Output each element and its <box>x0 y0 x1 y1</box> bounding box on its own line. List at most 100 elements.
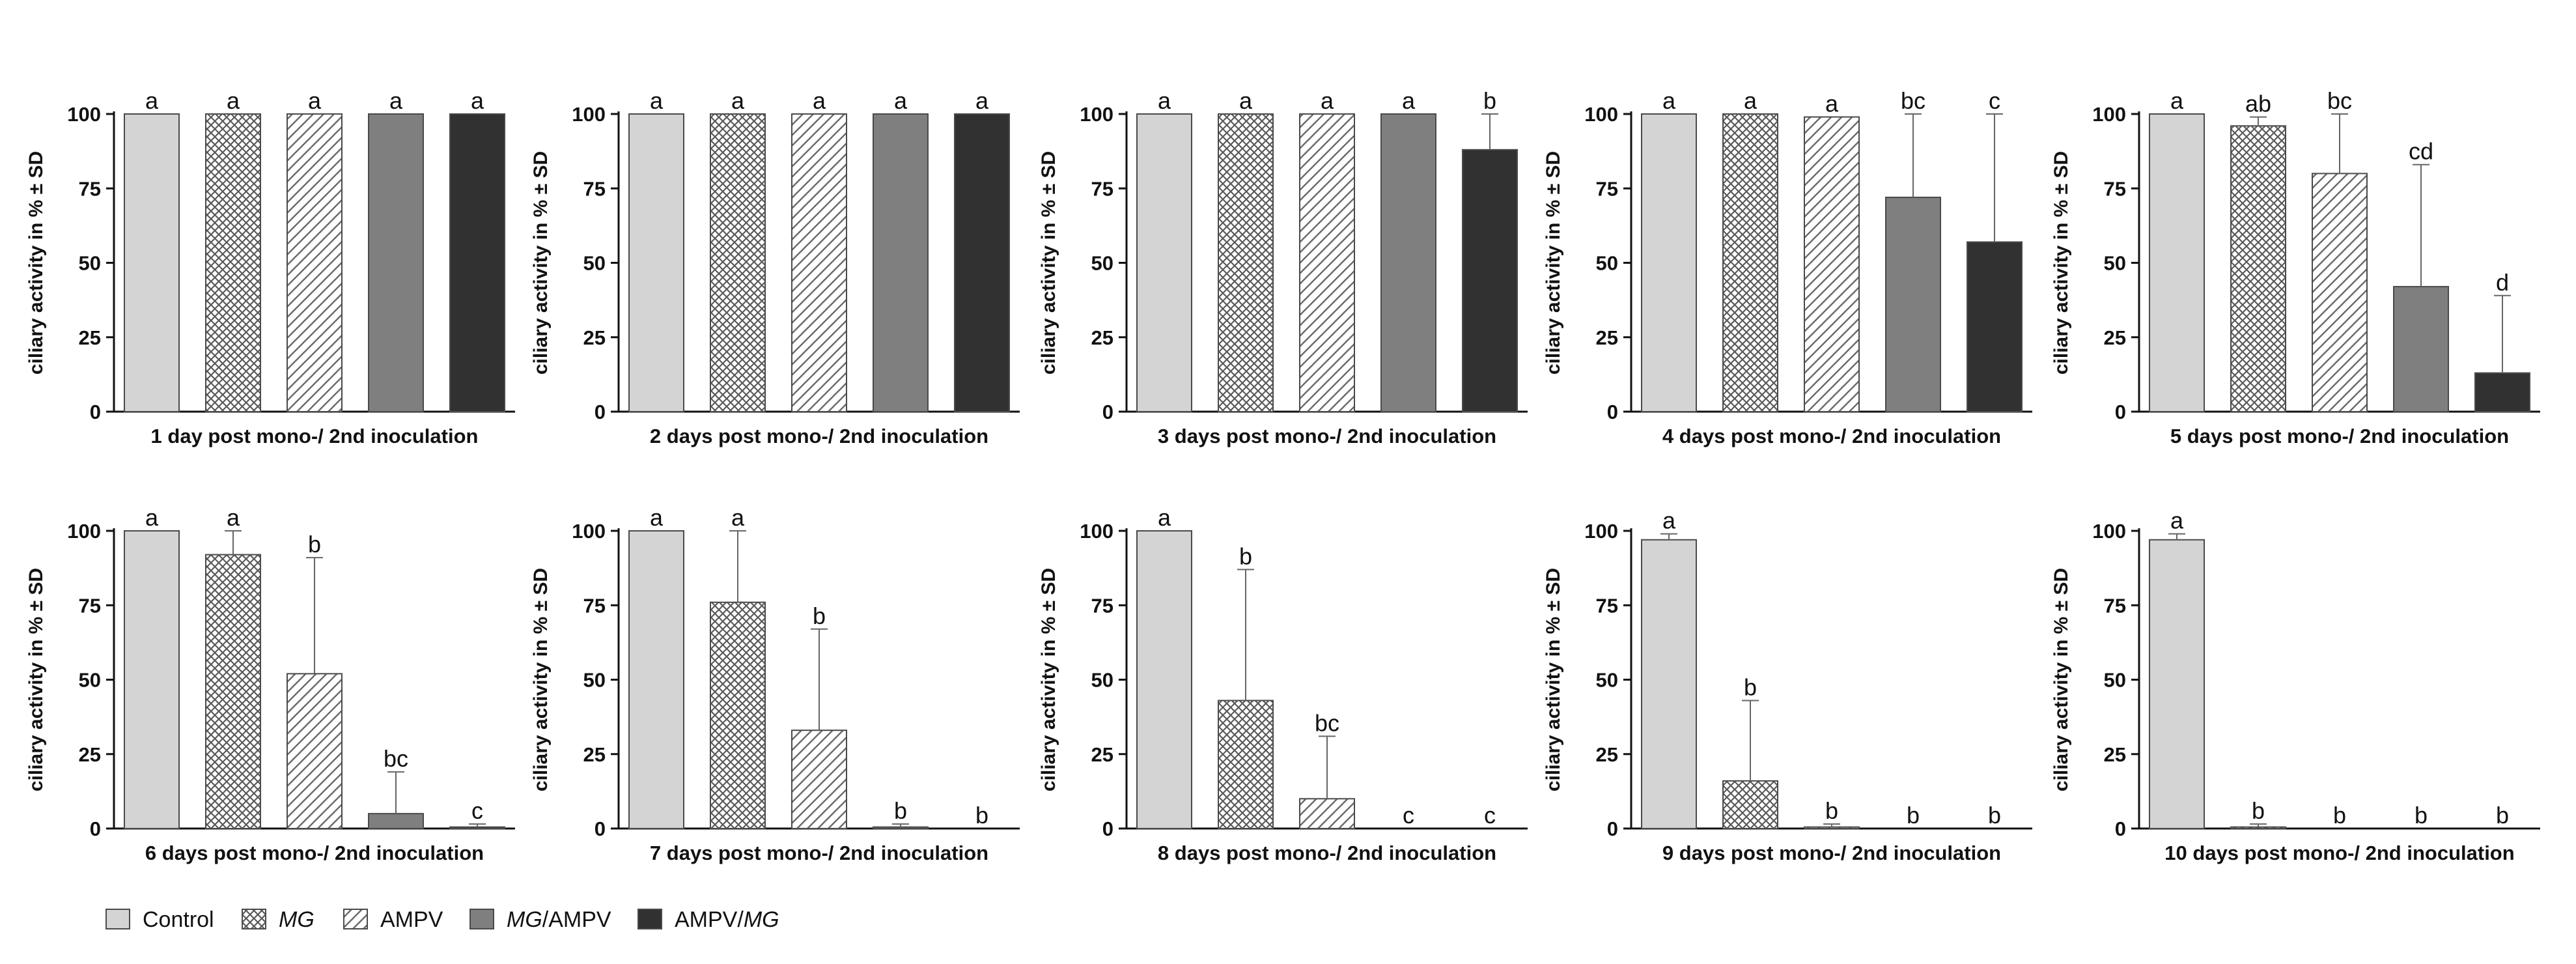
y-axis-title: ciliary activity in % ± SD <box>1038 568 1059 791</box>
significance-letter: a <box>1662 507 1676 534</box>
bar-mg-ampv <box>1380 113 1436 412</box>
y-tick-label: 25 <box>79 743 101 766</box>
legend-label: Control <box>143 907 214 932</box>
legend-label-part: AMPV <box>380 907 443 932</box>
bar-ampv <box>287 673 343 829</box>
y-tick-label: 75 <box>583 177 606 200</box>
significance-letter: bc <box>384 745 408 772</box>
legend-swatch <box>469 909 494 929</box>
significance-letter: a <box>1158 504 1171 531</box>
legend-label: MG/AMPV <box>507 907 611 932</box>
y-tick-label: 75 <box>1091 594 1113 617</box>
y-tick-label: 50 <box>79 252 101 275</box>
y-tick-label: 75 <box>583 594 606 617</box>
panel-day-8: ciliary activity in % ± SD 0 25 50 75 100 a b bc… <box>1038 504 1528 864</box>
y-tick-label: 50 <box>79 669 101 692</box>
significance-letter: c <box>471 797 483 824</box>
bar-control <box>2149 113 2205 412</box>
y-tick-label: 25 <box>1091 326 1113 349</box>
x-axis-title: 4 days post mono-/ 2nd inoculation <box>1662 425 2001 447</box>
significance-letter: a <box>731 504 745 531</box>
legend-label: AMPV/MG <box>675 907 779 932</box>
significance-letter: b <box>894 797 907 824</box>
bar-ampv <box>1804 826 1860 829</box>
y-tick-label: 50 <box>1091 669 1113 692</box>
y-tick-label: 25 <box>583 326 606 349</box>
y-tick-label: 50 <box>583 669 606 692</box>
y-tick-label: 0 <box>90 401 101 423</box>
y-tick-label: 0 <box>2115 817 2126 840</box>
x-axis-title: 1 day post mono-/ 2nd inoculation <box>151 425 479 447</box>
y-axis-title: ciliary activity in % ± SD <box>2051 568 2072 791</box>
y-tick-label: 100 <box>1080 520 1113 543</box>
significance-letter: a <box>731 87 745 114</box>
significance-letter: bc <box>2327 87 2352 114</box>
significance-letter: a <box>1239 87 1253 114</box>
bar-mg <box>205 113 261 412</box>
legend-item-ampv: AMPV <box>343 907 443 932</box>
y-tick-label: 0 <box>1102 817 1113 840</box>
significance-letter: b <box>1907 802 1920 829</box>
bar-control <box>1641 539 1697 830</box>
y-tick-label: 100 <box>2092 520 2126 543</box>
significance-letter: a <box>308 87 322 114</box>
y-tick-label: 25 <box>79 326 101 349</box>
significance-letter: b <box>1239 543 1252 569</box>
panel-day-7: ciliary activity in % ± SD 0 25 50 75 100 a a b b… <box>530 504 1020 864</box>
significance-letter: a <box>1321 87 1334 114</box>
significance-letter: b <box>2333 802 2346 829</box>
y-tick-label: 25 <box>2104 326 2126 349</box>
legend-label-part: Control <box>143 907 214 932</box>
significance-letter: b <box>1988 802 2001 829</box>
y-tick-label: 75 <box>79 594 101 617</box>
legend-item-ampv-mg: AMPV/MG <box>637 907 779 932</box>
y-tick-label: 50 <box>1596 669 1618 692</box>
bar-ampv-mg <box>954 113 1010 412</box>
bar-mg-ampv <box>368 113 424 412</box>
bar-control <box>124 530 180 829</box>
y-tick-label: 100 <box>1584 103 1618 126</box>
y-tick-label: 25 <box>2104 743 2126 766</box>
y-tick-label: 75 <box>2104 594 2126 617</box>
x-axis-title: 10 days post mono-/ 2nd inoculation <box>2164 842 2514 864</box>
y-tick-label: 100 <box>67 103 101 126</box>
significance-letter: a <box>2170 87 2184 114</box>
y-tick-label: 100 <box>572 103 606 126</box>
significance-letter: a <box>975 87 989 114</box>
y-axis-title: ciliary activity in % ± SD <box>25 568 47 791</box>
significance-letter: cd <box>2409 138 2433 165</box>
y-tick-label: 75 <box>1091 177 1113 200</box>
significance-letter: a <box>1662 87 1676 114</box>
significance-letter: b <box>2415 802 2428 829</box>
y-tick-label: 75 <box>2104 177 2126 200</box>
chart-panels: ciliary activity in % ± SD 0 25 50 75 100 a a a a… <box>25 87 2540 864</box>
legend-swatch <box>343 909 368 929</box>
bar-mg-ampv <box>2393 286 2449 412</box>
significance-letter: d <box>2496 269 2509 296</box>
legend-label: MG <box>279 907 315 932</box>
legend-item-mg: MG <box>242 907 315 932</box>
significance-letter: a <box>813 87 826 114</box>
bar-mg-ampv <box>368 813 424 830</box>
significance-letter: a <box>2170 507 2184 534</box>
bar-ampv-mg <box>449 113 505 412</box>
bar-mg <box>1218 700 1274 829</box>
bar-mg-ampv <box>873 113 929 412</box>
x-axis-title: 3 days post mono-/ 2nd inoculation <box>1158 425 1496 447</box>
panel-day-4: ciliary activity in % ± SD 0 25 50 75 100 a a a b… <box>1543 87 2032 447</box>
significance-letter: a <box>650 87 664 114</box>
legend-swatch <box>105 909 130 929</box>
panel-day-3: ciliary activity in % ± SD 0 25 50 75 100 a a a a… <box>1038 87 1528 447</box>
panel-day-1: ciliary activity in % ± SD 0 25 50 75 100 a a a a… <box>25 87 515 447</box>
y-tick-label: 25 <box>1596 743 1618 766</box>
significance-letter: b <box>1744 673 1757 700</box>
y-tick-label: 0 <box>1102 401 1113 423</box>
y-axis-title: ciliary activity in % ± SD <box>25 151 47 375</box>
y-tick-label: 25 <box>1091 743 1113 766</box>
bar-ampv <box>1299 798 1355 830</box>
significance-letter: b <box>1825 797 1838 824</box>
bar-mg <box>1218 113 1274 412</box>
bar-ampv-mg <box>449 826 505 829</box>
bar-control <box>628 113 684 412</box>
x-axis-title: 9 days post mono-/ 2nd inoculation <box>1662 842 2001 864</box>
